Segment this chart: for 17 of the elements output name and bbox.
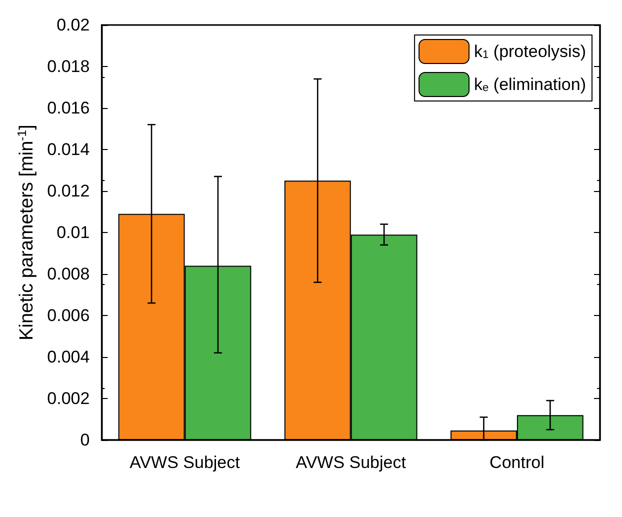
x-tick-label: AVWS Subject	[130, 453, 240, 472]
y-tick-label: 0.004	[47, 348, 90, 366]
y-tick-label: 0.008	[47, 264, 90, 284]
y-tick-label: 0.012	[47, 182, 90, 200]
y-tick-label: 0.02	[56, 16, 90, 34]
legend-label: ke (elimination)	[474, 75, 586, 94]
y-tick-label: 0.014	[47, 140, 90, 159]
y-tick-label: 0.018	[47, 57, 90, 76]
legend-label: k1 (proteolysis)	[474, 42, 586, 61]
y-tick-label: 0	[80, 430, 90, 450]
y-tick-label: 0.01	[56, 223, 90, 242]
y-tick-label: 0.016	[47, 98, 90, 118]
x-tick-label: Control	[490, 453, 544, 472]
x-tick-label: AVWS Subject	[296, 453, 406, 472]
y-tick-label: 0.006	[47, 306, 90, 325]
y-tick-label: 0.002	[47, 389, 90, 408]
y-axis-title: Kinetic parameters [min-1]	[15, 124, 38, 340]
